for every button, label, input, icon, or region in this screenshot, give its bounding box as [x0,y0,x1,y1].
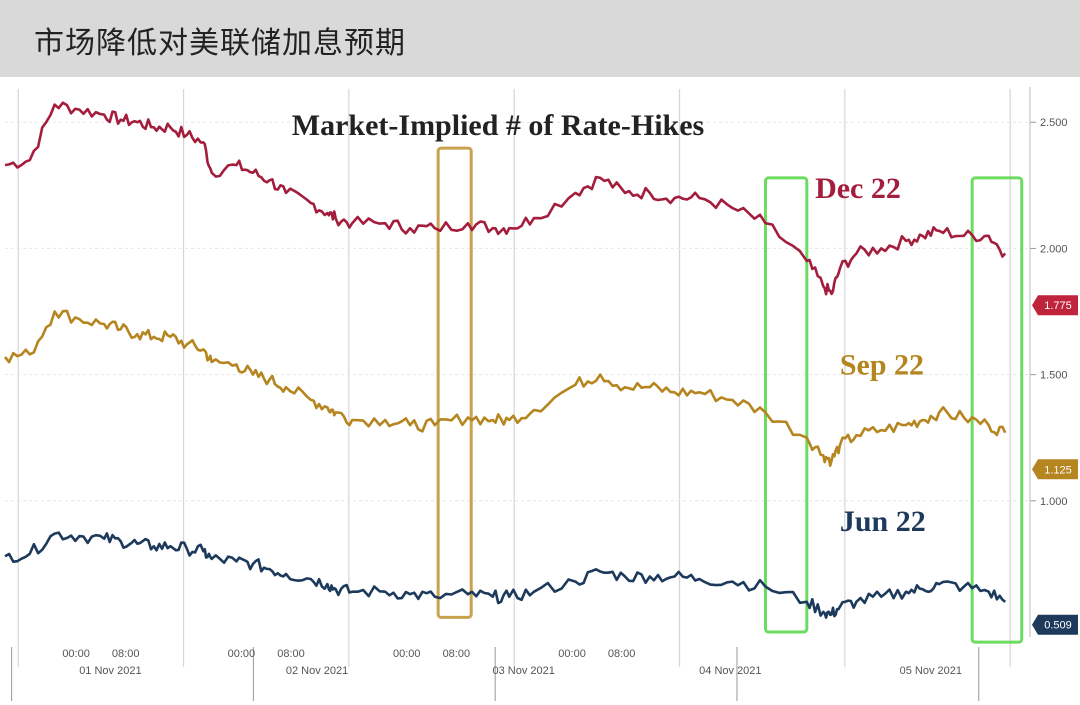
x-tick-label: 00:00 [558,648,586,660]
series-label-jun-22: Jun 22 [840,505,926,538]
x-tick-label: 08:00 [112,648,140,660]
last-value-badge: 1.125 [1032,459,1078,480]
last-value-badge-text: 1.125 [1044,464,1072,476]
x-tick-label: 08:00 [443,648,471,660]
x-tick-label: 00:00 [393,648,421,660]
highlight-box-green-2 [970,176,1024,644]
x-tick-label: 08:00 [277,648,305,660]
last-value-badge-bg [1032,459,1078,480]
x-day-label: 05 Nov 2021 [900,665,962,677]
y-tick-label: 2.000 [1040,243,1068,255]
annotation-layer [436,146,1024,644]
page-title: 市场降低对美联储加息预期 [34,26,406,61]
y-tick-label: 1.500 [1040,370,1068,382]
x-day-label: 04 Nov 2021 [699,665,761,677]
series-line-dec-22 [4,101,1007,296]
rate-hikes-chart: 2.500 2.000 1.500 1.000 00:00 08:00 00:00 08:00… [0,77,1080,702]
x-tick-label: 08:00 [608,648,636,660]
series-line-sep-22 [3,309,1007,467]
chart-container: 2.500 2.000 1.500 1.000 00:00 08:00 00:00 08:00… [0,77,1080,702]
header-bar: 市场降低对美联储加息预期 [0,0,1080,77]
x-day-label: 01 Nov 2021 [79,665,141,677]
chart-background [0,77,1080,701]
last-value-badge: 1.775 [1032,295,1078,316]
x-day-label: 03 Nov 2021 [493,665,555,677]
x-day-label: 02 Nov 2021 [286,665,348,677]
y-tick-label: 2.500 [1040,117,1068,129]
series-line-jun-22 [4,531,1007,619]
label-layer: 2.500 2.000 1.500 1.000 00:00 08:00 00:00 08:00… [62,117,1078,677]
series-label-dec-22: Dec 22 [815,172,901,205]
last-value-badge-text: 1.775 [1044,300,1072,312]
highlight-box-orange [436,146,473,619]
series-label-sep-22: Sep 22 [840,349,924,382]
series-layer [3,101,1007,619]
highlight-box-green-1 [763,176,809,634]
last-value-badge-text: 0.509 [1044,620,1072,632]
chart-title: Market-Implied # of Rate-Hikes [292,109,704,142]
y-tick-label: 1.000 [1040,496,1068,508]
last-value-badge: 0.509 [1032,614,1078,635]
x-tick-label: 00:00 [228,648,256,660]
last-value-badge-bg [1032,295,1078,316]
last-value-badge-bg [1032,614,1078,635]
x-tick-label: 00:00 [62,648,90,660]
